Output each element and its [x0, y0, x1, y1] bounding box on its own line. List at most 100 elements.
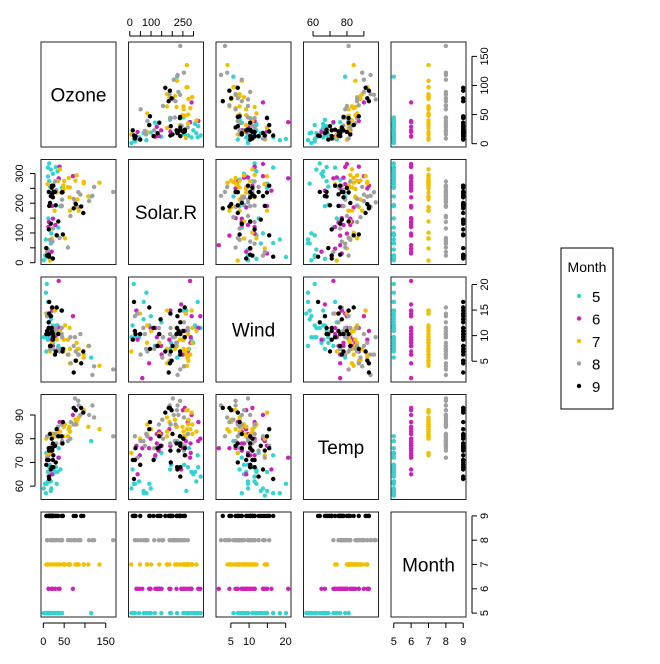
data-point — [152, 538, 157, 543]
data-point — [443, 239, 449, 244]
panel-Temp-vs-Ozone — [40, 394, 117, 500]
data-point — [312, 253, 317, 258]
data-point — [70, 314, 76, 319]
data-point — [346, 513, 351, 519]
data-point — [373, 97, 378, 102]
data-point — [351, 305, 356, 310]
data-point — [366, 370, 372, 375]
data-point — [351, 62, 356, 68]
data-point — [45, 469, 51, 475]
data-point — [391, 474, 396, 479]
data-point — [461, 317, 466, 322]
data-point — [233, 427, 238, 432]
data-point — [244, 457, 249, 463]
data-point — [277, 491, 282, 496]
data-point — [138, 137, 143, 142]
data-point — [91, 364, 97, 369]
data-point — [174, 513, 180, 519]
data-point — [216, 446, 221, 451]
data-point — [68, 419, 74, 425]
data-point — [256, 474, 261, 479]
data-point — [89, 438, 94, 444]
data-point — [47, 161, 52, 166]
data-point — [260, 434, 266, 439]
data-point — [461, 427, 466, 432]
data-point — [231, 85, 236, 90]
data-point — [53, 513, 58, 519]
data-point — [141, 299, 146, 305]
data-point — [194, 328, 199, 334]
data-point — [356, 103, 361, 108]
data-point — [175, 72, 180, 78]
data-point — [312, 122, 317, 128]
data-point — [326, 184, 331, 189]
data-point — [262, 203, 267, 209]
data-point — [408, 436, 414, 441]
data-point — [408, 340, 414, 345]
data-point — [178, 133, 183, 139]
data-point — [443, 190, 449, 195]
data-point — [48, 221, 53, 226]
data-point — [341, 195, 346, 200]
tick-label: 150 — [97, 636, 115, 648]
data-point — [254, 610, 259, 616]
data-point — [443, 335, 449, 340]
data-point — [73, 358, 79, 363]
data-point — [187, 455, 193, 460]
data-point — [248, 204, 253, 209]
data-point — [135, 129, 140, 135]
data-point — [356, 586, 361, 591]
data-point — [271, 610, 276, 616]
panel-frame — [390, 394, 467, 500]
data-point — [443, 253, 449, 258]
data-point — [72, 396, 78, 401]
data-point — [235, 410, 240, 415]
data-point — [97, 180, 102, 185]
data-point — [344, 586, 350, 591]
data-point — [239, 412, 244, 418]
data-point — [391, 346, 396, 352]
data-point — [51, 453, 56, 458]
data-point — [130, 323, 135, 328]
data-point — [262, 448, 267, 453]
data-point — [157, 331, 162, 337]
data-point — [353, 586, 358, 591]
data-point — [55, 469, 60, 475]
data-point — [461, 203, 466, 209]
data-point — [248, 441, 253, 446]
data-point — [235, 460, 240, 465]
legend-label: 9 — [592, 379, 600, 396]
data-point — [178, 513, 183, 519]
data-point — [408, 448, 414, 453]
data-point — [252, 465, 257, 470]
data-point — [426, 204, 431, 210]
data-point — [189, 100, 194, 105]
data-point — [443, 398, 449, 403]
data-point — [248, 137, 253, 142]
data-point — [227, 429, 232, 434]
data-point — [391, 281, 396, 287]
data-point — [177, 349, 183, 354]
data-point — [317, 325, 322, 331]
data-point — [346, 208, 351, 213]
data-point — [408, 308, 414, 313]
data-point — [408, 472, 414, 477]
data-point — [44, 349, 49, 354]
data-point — [239, 491, 244, 496]
data-point — [260, 467, 266, 472]
data-point — [338, 120, 343, 125]
data-point — [338, 361, 343, 366]
data-point — [160, 103, 166, 109]
data-point — [147, 513, 152, 519]
data-point — [366, 361, 372, 366]
data-point — [338, 221, 343, 226]
data-point — [309, 335, 314, 340]
data-point — [443, 403, 449, 408]
data-point — [356, 232, 361, 237]
data-point — [408, 429, 414, 434]
data-point — [312, 281, 317, 287]
data-point — [195, 299, 200, 305]
data-point — [260, 412, 266, 418]
data-point — [338, 331, 343, 337]
data-point — [264, 469, 270, 475]
